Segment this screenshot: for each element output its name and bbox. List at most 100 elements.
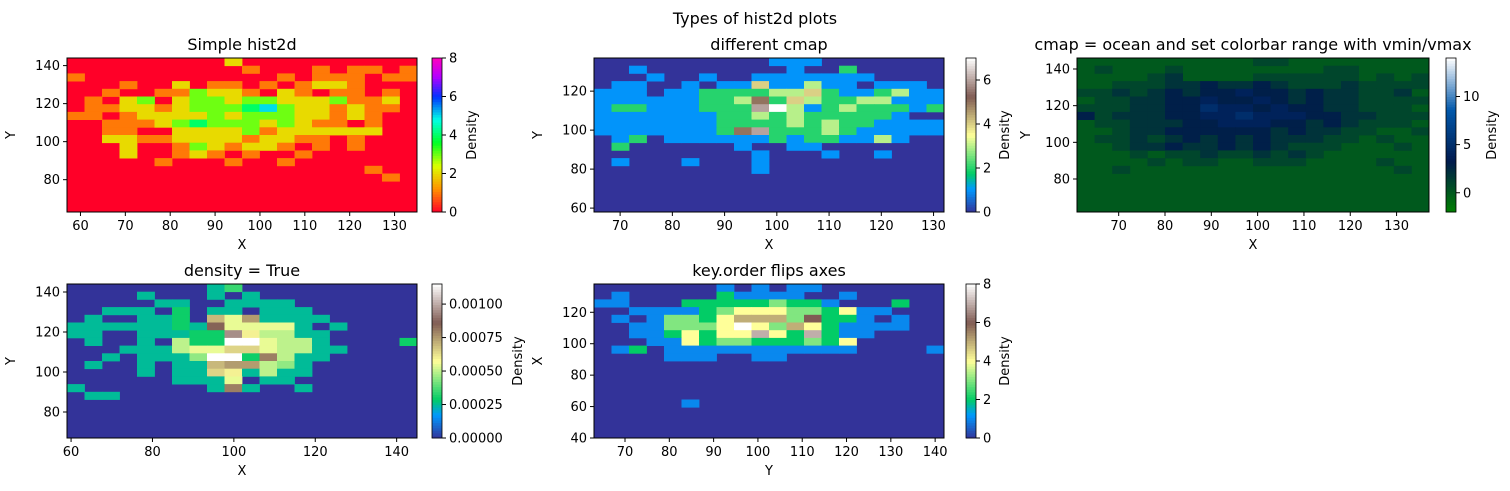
heatmap-bin xyxy=(102,127,120,136)
heatmap-bin xyxy=(786,291,805,300)
heatmap-bin xyxy=(1147,81,1166,90)
colorbar-segment xyxy=(1446,150,1456,154)
heatmap-bin xyxy=(172,361,190,370)
colorbar-segment xyxy=(966,368,976,372)
heatmap-bin xyxy=(1270,73,1289,82)
heatmap-bin xyxy=(224,104,243,113)
heatmap-bin xyxy=(786,104,805,113)
heatmap-bin xyxy=(804,345,822,354)
colorbar-segment xyxy=(432,322,442,326)
colorbar-segment xyxy=(1446,140,1456,144)
colorbar-segment xyxy=(1446,191,1456,195)
heatmap-bin xyxy=(1217,104,1236,113)
heatmap-bin xyxy=(277,330,295,339)
heatmap-bin xyxy=(1200,119,1219,128)
y-tick-label: 80 xyxy=(1053,173,1070,188)
colorbar-segment xyxy=(432,309,442,313)
heatmap-bin xyxy=(646,314,665,323)
heatmap-bin xyxy=(277,368,295,377)
heatmap-bin xyxy=(277,361,295,370)
heatmap-bin xyxy=(207,337,225,346)
heatmap-bin xyxy=(312,337,330,346)
heatmap-bin xyxy=(259,81,278,90)
heatmap-bin xyxy=(172,330,190,339)
heatmap-bin xyxy=(716,345,735,354)
heatmap-bin xyxy=(1253,58,1271,67)
heatmap-bin xyxy=(699,337,717,346)
heatmap-bin xyxy=(1253,127,1271,136)
colorbar-segment xyxy=(966,178,976,182)
colorbar-segment xyxy=(966,335,976,339)
heatmap-bin xyxy=(1341,65,1359,74)
colorbar-segment xyxy=(966,147,976,151)
subplot-title: density = True xyxy=(184,261,300,280)
heatmap-bin xyxy=(1288,73,1307,82)
x-tick-label: 110 xyxy=(817,219,842,234)
heatmap-bin xyxy=(1129,119,1148,128)
heatmap-bin xyxy=(1147,96,1166,105)
heatmap-bin xyxy=(259,127,278,136)
colorbar-segment xyxy=(966,206,976,210)
heatmap-bin xyxy=(769,127,787,136)
colorbar-segment xyxy=(966,104,976,108)
heatmap-bin xyxy=(137,135,155,144)
heatmap-bin xyxy=(154,330,173,339)
heatmap-bin xyxy=(1323,88,1342,97)
heatmap-bin xyxy=(242,353,260,362)
heatmap-bin xyxy=(664,111,682,120)
colorbar-segment xyxy=(432,168,442,172)
heatmap-bin xyxy=(891,135,910,144)
heatmap-bin xyxy=(664,119,682,128)
heatmap-bin xyxy=(629,119,647,128)
heatmap-bin xyxy=(224,353,243,362)
x-tick-label: 70 xyxy=(612,219,629,234)
colorbar-segment xyxy=(966,81,976,85)
heatmap-bin xyxy=(312,65,330,74)
heatmap-bin xyxy=(224,337,243,346)
heatmap-bin xyxy=(1323,135,1342,144)
heatmap-bin xyxy=(734,127,752,136)
heatmap-bin xyxy=(102,135,120,144)
heatmap-bin xyxy=(646,73,665,82)
heatmap-bin xyxy=(1200,96,1219,105)
subplot-title: key.order flips axes xyxy=(692,261,846,280)
heatmap-bin xyxy=(594,127,612,136)
heatmap-bin xyxy=(909,96,927,105)
heatmap-bin xyxy=(189,111,208,120)
heatmap-bin xyxy=(786,88,805,97)
heatmap-bin xyxy=(751,314,770,323)
heatmap-bin xyxy=(769,81,787,90)
colorbar-segment xyxy=(966,86,976,90)
colorbar-segment xyxy=(966,201,976,205)
colorbar-segment xyxy=(966,389,976,393)
heatmap-bin xyxy=(839,65,857,74)
heatmap-bin xyxy=(172,376,190,385)
heatmap-bin xyxy=(681,111,700,120)
heatmap-bin xyxy=(821,337,840,346)
heatmap-bin xyxy=(1393,104,1412,113)
colorbar-segment xyxy=(966,301,976,306)
colorbar-segment xyxy=(432,181,442,185)
colorbar-segment xyxy=(432,345,442,349)
heatmap-bin xyxy=(1129,81,1148,90)
colorbar-segment xyxy=(966,340,976,344)
heatmap-bin xyxy=(312,127,330,136)
heatmap-bin xyxy=(839,73,857,82)
colorbar-segment xyxy=(432,327,442,331)
colorbar-segment xyxy=(966,332,976,336)
heatmap-bin xyxy=(874,150,892,159)
heatmap-bin xyxy=(277,119,295,128)
heatmap-bin xyxy=(1376,81,1395,90)
heatmap-bin xyxy=(786,345,805,354)
heatmap-bin xyxy=(1165,142,1183,151)
heatmap-bin xyxy=(1165,111,1183,120)
heatmap-bin xyxy=(207,376,225,385)
colorbar-segment xyxy=(432,399,442,403)
colorbar-segment xyxy=(966,204,976,208)
heatmap-bin xyxy=(664,135,682,144)
colorbar-segment xyxy=(966,186,976,190)
colorbar-segment xyxy=(966,319,976,323)
heatmap-bin xyxy=(119,81,138,90)
heatmap-bin xyxy=(699,345,717,354)
heatmap-bin xyxy=(1200,104,1219,113)
